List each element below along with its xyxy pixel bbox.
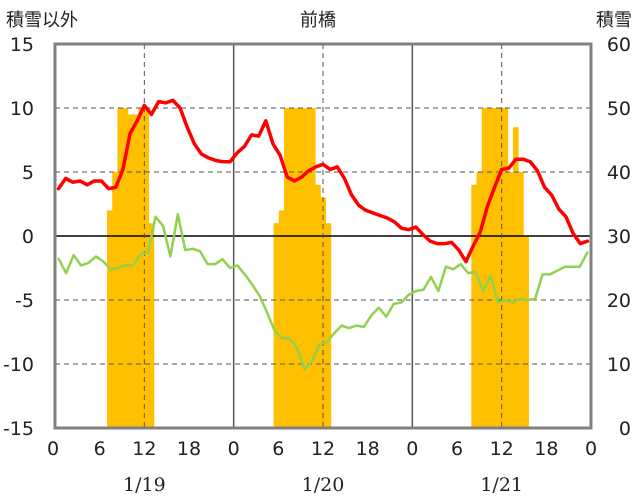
x-axis-ticks: 0 6 12 18 0 6 12 18 0 6 12 18 0	[47, 438, 597, 460]
x-tick-label-10: 12	[490, 438, 514, 460]
left-axis-title: 積雪以外	[6, 10, 78, 31]
left-tick-label-5: -10	[3, 354, 34, 376]
date-label-1: 1/20	[302, 474, 345, 496]
snow-bar-47	[299, 108, 306, 428]
snow-bar-88	[512, 127, 519, 428]
x-tick-label-5: 6	[272, 438, 284, 460]
series-line-1	[56, 98, 590, 264]
snow-bar-18	[148, 223, 155, 428]
snow-bar-10	[107, 210, 113, 428]
snow-bar-48	[304, 108, 311, 428]
right-tick-label-6: 0	[619, 418, 631, 440]
snow-bar-51	[320, 197, 326, 428]
left-tick-label-3: 0	[22, 226, 34, 248]
left-tick-label-6: -15	[3, 418, 34, 440]
snow-bar-11	[112, 172, 118, 428]
x-tick-label-2: 12	[132, 438, 156, 460]
right-tick-label-1: 50	[607, 98, 631, 120]
snow-bar-90	[523, 236, 529, 428]
left-tick-label-0: 15	[10, 34, 34, 56]
right-tick-label-4: 20	[607, 290, 631, 312]
snow-bar-13	[122, 108, 129, 428]
x-tick-label-0: 0	[47, 438, 59, 460]
snow-bar-46	[294, 108, 300, 428]
snow-bar-86	[502, 108, 509, 428]
snow-bar-87	[507, 172, 514, 428]
chart-title: 前橋	[300, 10, 336, 31]
right-tick-label-3: 30	[607, 226, 631, 248]
x-tick-label-1: 6	[94, 438, 106, 460]
snow-bar-45	[289, 108, 295, 428]
snow-bar-52	[325, 223, 332, 428]
snow-bar-80	[471, 184, 477, 428]
snow-bar-84	[492, 108, 498, 428]
x-tick-label-6: 12	[311, 438, 335, 460]
left-tick-label-2: 5	[22, 162, 34, 184]
snow-bar-14	[127, 114, 134, 429]
snow-bar-17	[143, 108, 150, 428]
left-tick-label-1: 10	[10, 98, 34, 120]
x-tick-label-9: 6	[451, 438, 463, 460]
left-tick-label-4: -5	[15, 290, 34, 312]
series-line-2	[57, 212, 589, 371]
right-tick-label-0: 60	[607, 34, 631, 56]
date-labels: 1/19 1/20 1/21	[123, 474, 523, 496]
date-label-0: 1/19	[123, 474, 166, 496]
x-tick-label-3: 18	[177, 438, 201, 460]
snow-bar-42	[273, 223, 280, 428]
x-tick-label-11: 18	[534, 438, 558, 460]
snow-bar-49	[309, 108, 316, 428]
left-axis-ticks: 15 10 5 0 -5 -10 -15	[3, 34, 34, 440]
snow-bar-50	[315, 184, 321, 428]
snow-depth-bars	[107, 108, 529, 429]
snow-bar-82	[481, 108, 488, 428]
snow-bar-44	[283, 108, 290, 428]
snow-bar-85	[497, 108, 503, 428]
snow-bar-43	[278, 210, 285, 428]
plot-border	[53, 42, 593, 430]
snow-bar-16	[138, 108, 144, 428]
date-label-2: 1/21	[480, 474, 523, 496]
x-tick-label-7: 18	[356, 438, 380, 460]
x-tick-label-12: 0	[585, 438, 597, 460]
right-tick-label-2: 40	[607, 162, 631, 184]
x-tick-label-8: 0	[406, 438, 418, 460]
right-tick-label-5: 10	[607, 354, 631, 376]
x-tick-label-4: 0	[228, 438, 240, 460]
right-axis-ticks: 60 50 40 30 20 10 0	[607, 34, 631, 440]
snow-bar-15	[133, 114, 139, 429]
plot-frame	[53, 42, 593, 430]
snow-bar-83	[486, 108, 493, 428]
right-axis-title: 積雪	[596, 10, 632, 31]
